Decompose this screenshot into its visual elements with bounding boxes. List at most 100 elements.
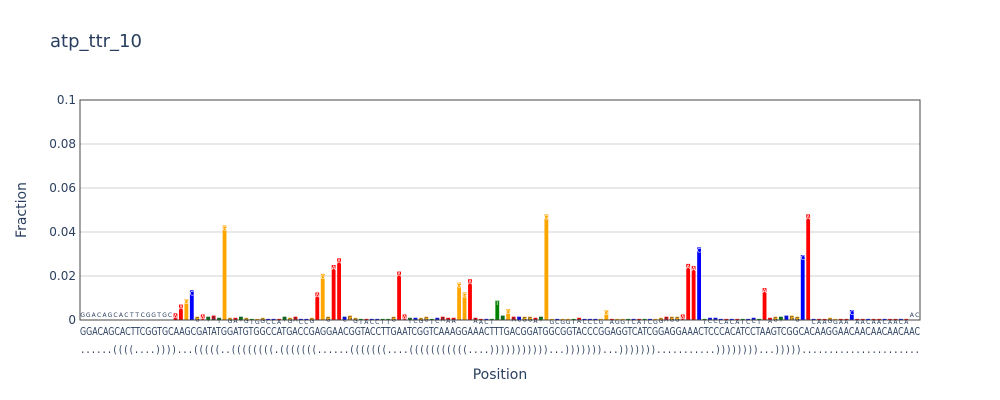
bar-letter: C bbox=[97, 312, 101, 319]
bar-letter: A bbox=[637, 319, 642, 326]
bar-letter: A bbox=[724, 319, 729, 326]
bar-letter: A bbox=[364, 319, 369, 326]
bar-letter: C bbox=[648, 319, 652, 326]
bar bbox=[495, 300, 500, 320]
bar bbox=[489, 318, 494, 320]
y-tick-label: 0.1 bbox=[57, 93, 76, 107]
bar bbox=[304, 318, 309, 320]
bar-letter: G bbox=[566, 319, 571, 326]
bar-letter: A bbox=[888, 319, 893, 326]
bar bbox=[413, 317, 418, 320]
bar-letter: G bbox=[457, 283, 462, 290]
bar-letter: A bbox=[844, 319, 849, 326]
bar-letter: A bbox=[839, 319, 844, 326]
bar bbox=[326, 316, 331, 320]
bar-letter: G bbox=[789, 316, 794, 323]
bar bbox=[528, 316, 532, 320]
bar-letter: T bbox=[702, 319, 707, 326]
bar bbox=[462, 292, 467, 320]
bar-letter: C bbox=[124, 312, 128, 319]
bar bbox=[866, 318, 871, 320]
bar bbox=[288, 317, 292, 320]
bar-letter: G bbox=[353, 318, 358, 325]
bar bbox=[533, 317, 538, 320]
bar bbox=[429, 318, 434, 320]
bar bbox=[899, 318, 903, 320]
bar-letter: G bbox=[288, 318, 293, 325]
bar bbox=[211, 315, 216, 320]
bar-letter: A bbox=[337, 258, 342, 265]
bar bbox=[249, 318, 254, 320]
bar-letter: G bbox=[244, 318, 249, 325]
bar bbox=[839, 318, 843, 320]
bar-letter: C bbox=[730, 319, 734, 326]
bar bbox=[293, 316, 298, 320]
bar-letter: A bbox=[397, 272, 402, 279]
bar-letter: T bbox=[740, 319, 745, 326]
bar-letter: C bbox=[632, 319, 636, 326]
bar bbox=[244, 317, 249, 320]
bar bbox=[173, 313, 178, 320]
bar-letter: A bbox=[102, 312, 107, 319]
bar-letter: C bbox=[784, 316, 788, 323]
bar-letter: C bbox=[866, 319, 870, 326]
bar-letter: A bbox=[577, 318, 582, 325]
bar bbox=[844, 318, 849, 320]
bar-letter: A bbox=[173, 313, 178, 320]
bar-letter: G bbox=[828, 318, 833, 325]
bar bbox=[729, 318, 734, 320]
bar bbox=[342, 316, 347, 320]
bar-letter: T bbox=[489, 319, 494, 326]
bar-letter: T bbox=[156, 312, 161, 319]
bar-letter: A bbox=[533, 318, 538, 325]
bar bbox=[724, 318, 729, 320]
bar bbox=[500, 315, 505, 320]
y-tick-labels: 0 0.02 0.04 0.06 0.08 0.1 bbox=[49, 93, 76, 327]
bar-letter: G bbox=[260, 318, 265, 325]
bar-letter: G bbox=[659, 318, 664, 325]
bar-letter: G bbox=[80, 312, 85, 319]
bar bbox=[222, 225, 227, 320]
y-tick-label: 0 bbox=[68, 313, 76, 327]
bar bbox=[719, 318, 723, 320]
bar-letter: A bbox=[452, 318, 457, 325]
bar bbox=[233, 317, 238, 320]
bar bbox=[380, 318, 385, 320]
bar-letter: A bbox=[817, 319, 822, 326]
bar bbox=[299, 318, 303, 320]
bar bbox=[828, 317, 832, 320]
bar bbox=[691, 266, 696, 320]
bar bbox=[751, 317, 756, 320]
bar bbox=[260, 317, 265, 320]
bar-letter: T bbox=[429, 319, 434, 326]
bar-letter: A bbox=[479, 319, 484, 326]
bar bbox=[833, 318, 838, 320]
bar-letter: T bbox=[407, 318, 412, 325]
bar bbox=[239, 316, 243, 320]
bar bbox=[599, 318, 603, 320]
bar bbox=[506, 309, 511, 320]
bar-letter: G bbox=[309, 318, 314, 325]
bar bbox=[337, 258, 341, 320]
bar-letter: C bbox=[801, 255, 805, 262]
bar bbox=[484, 318, 489, 320]
bar bbox=[882, 318, 887, 320]
bar bbox=[664, 316, 669, 320]
bar bbox=[740, 318, 745, 320]
bar-letter: T bbox=[249, 319, 254, 326]
bar bbox=[713, 317, 718, 320]
bar bbox=[555, 318, 560, 320]
bar bbox=[680, 314, 685, 320]
bar bbox=[408, 317, 412, 320]
plot-frame bbox=[79, 99, 921, 321]
bar bbox=[359, 318, 363, 320]
bar bbox=[179, 304, 183, 320]
bar bbox=[446, 317, 451, 320]
x-axis-title: Position bbox=[473, 367, 528, 383]
bar bbox=[789, 315, 794, 320]
bar-letter: G bbox=[615, 319, 620, 326]
bar-letter: C bbox=[375, 319, 379, 326]
bar bbox=[746, 318, 751, 320]
bar bbox=[315, 292, 320, 320]
bar bbox=[773, 316, 778, 320]
